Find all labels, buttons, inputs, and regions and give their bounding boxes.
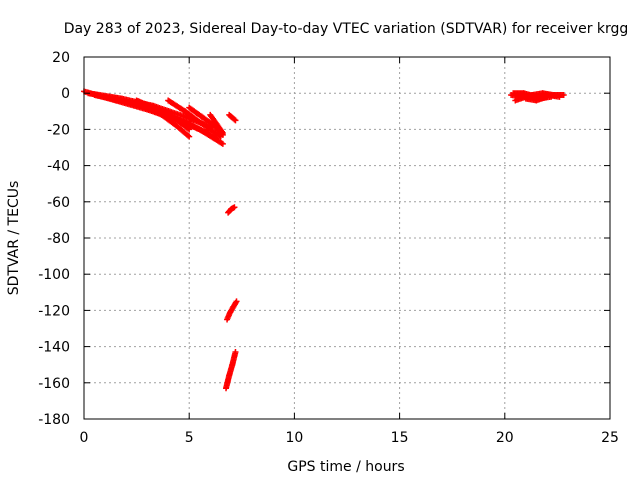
y-tick-label: -160: [38, 376, 70, 392]
ticks: [83, 56, 611, 420]
y-tick-label: -20: [47, 122, 70, 138]
y-tick-labels: 20 0 -20 -40 -60 -80 -100 -120 -140 -160 -180: [38, 50, 70, 428]
data-point: [186, 133, 193, 140]
series-group: [226, 111, 239, 124]
data-point: [560, 92, 567, 99]
data-point: [556, 93, 563, 100]
series-group: [508, 90, 567, 104]
data-points: [81, 88, 567, 392]
x-tick-label: 25: [601, 430, 619, 446]
series-group: [224, 298, 240, 323]
data-point: [232, 349, 239, 356]
data-point: [232, 117, 239, 124]
x-tick-labels: 0 5 10 15 20 25: [80, 430, 619, 446]
data-point: [231, 204, 238, 211]
series-group: [223, 349, 239, 392]
data-point: [185, 132, 192, 139]
x-tick-label: 0: [80, 430, 89, 446]
x-tick-label: 20: [496, 430, 514, 446]
data-point: [219, 140, 226, 147]
x-tick-label: 15: [391, 430, 409, 446]
grid: [84, 57, 610, 419]
data-point: [233, 298, 240, 305]
chart-title: Day 283 of 2023, Sidereal Day-to-day VTE…: [64, 21, 629, 37]
data-point: [231, 116, 238, 123]
y-tick-label: 20: [52, 50, 70, 66]
y-axis-title: SDTVAR / TECUs: [6, 181, 22, 296]
y-tick-label: -80: [47, 231, 70, 247]
series-group: [81, 88, 226, 147]
y-tick-label: -120: [38, 303, 70, 319]
x-tick-label: 10: [285, 430, 303, 446]
data-point: [543, 93, 550, 100]
x-axis-title: GPS time / hours: [287, 459, 404, 475]
x-tick-label: 5: [185, 430, 194, 446]
y-tick-label: -100: [38, 267, 70, 283]
y-tick-label: 0: [61, 86, 70, 102]
y-tick-label: -40: [47, 159, 70, 175]
y-tick-label: -180: [38, 412, 70, 428]
data-point: [184, 125, 191, 132]
y-tick-label: -60: [47, 195, 70, 211]
y-tick-label: -140: [38, 340, 70, 356]
series-group: [225, 204, 238, 216]
data-point: [219, 130, 226, 137]
data-point: [186, 126, 193, 133]
